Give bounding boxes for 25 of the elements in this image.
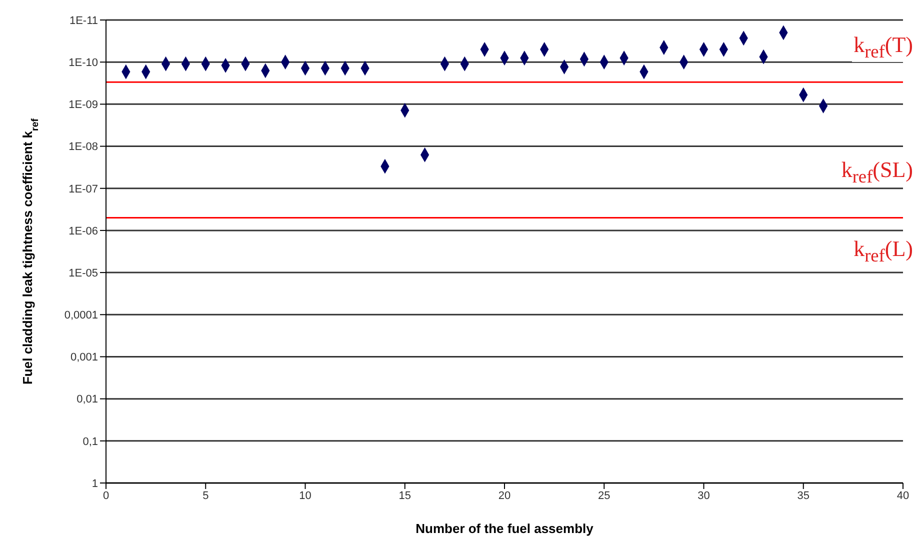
annotation: k$_{ref}$(L) (852, 236, 915, 266)
y-tick-label: 1E-10 (68, 56, 98, 69)
y-tick-label: 1E-08 (68, 141, 98, 154)
x-axis-title: Number of the fuel assembly (416, 521, 594, 536)
annotation: k$_{ref}$(SL) (839, 156, 915, 188)
x-tick-label: 10 (299, 490, 312, 502)
x-tick-label: 0 (102, 490, 110, 502)
y-tick-label: 1E-07 (68, 183, 98, 196)
y-tick-label: 1E-06 (68, 225, 98, 238)
x-tick-label: 25 (598, 490, 610, 502)
x-tick-label: 5 (202, 490, 209, 502)
y-tick-label: 0,1 (82, 436, 98, 448)
y-tick-label: 0,0001 (64, 310, 98, 322)
y-tick-label: 1 (92, 478, 98, 490)
y-tick-label: 0,001 (70, 352, 98, 364)
y-tick-label: 1E-09 (68, 99, 98, 112)
x-tick-label: 15 (398, 490, 411, 502)
y-tick-label: 1E-05 (68, 267, 98, 280)
annotation: k$_{ref}$(T) (852, 32, 915, 62)
y-tick-label: 0,01 (76, 394, 98, 406)
y-tick-label: 1E-11 (69, 14, 98, 27)
x-tick-label: 20 (498, 490, 511, 502)
x-tick-label: 40 (896, 490, 910, 502)
x-tick-label: 35 (797, 490, 810, 502)
x-tick-label: 30 (698, 490, 710, 502)
